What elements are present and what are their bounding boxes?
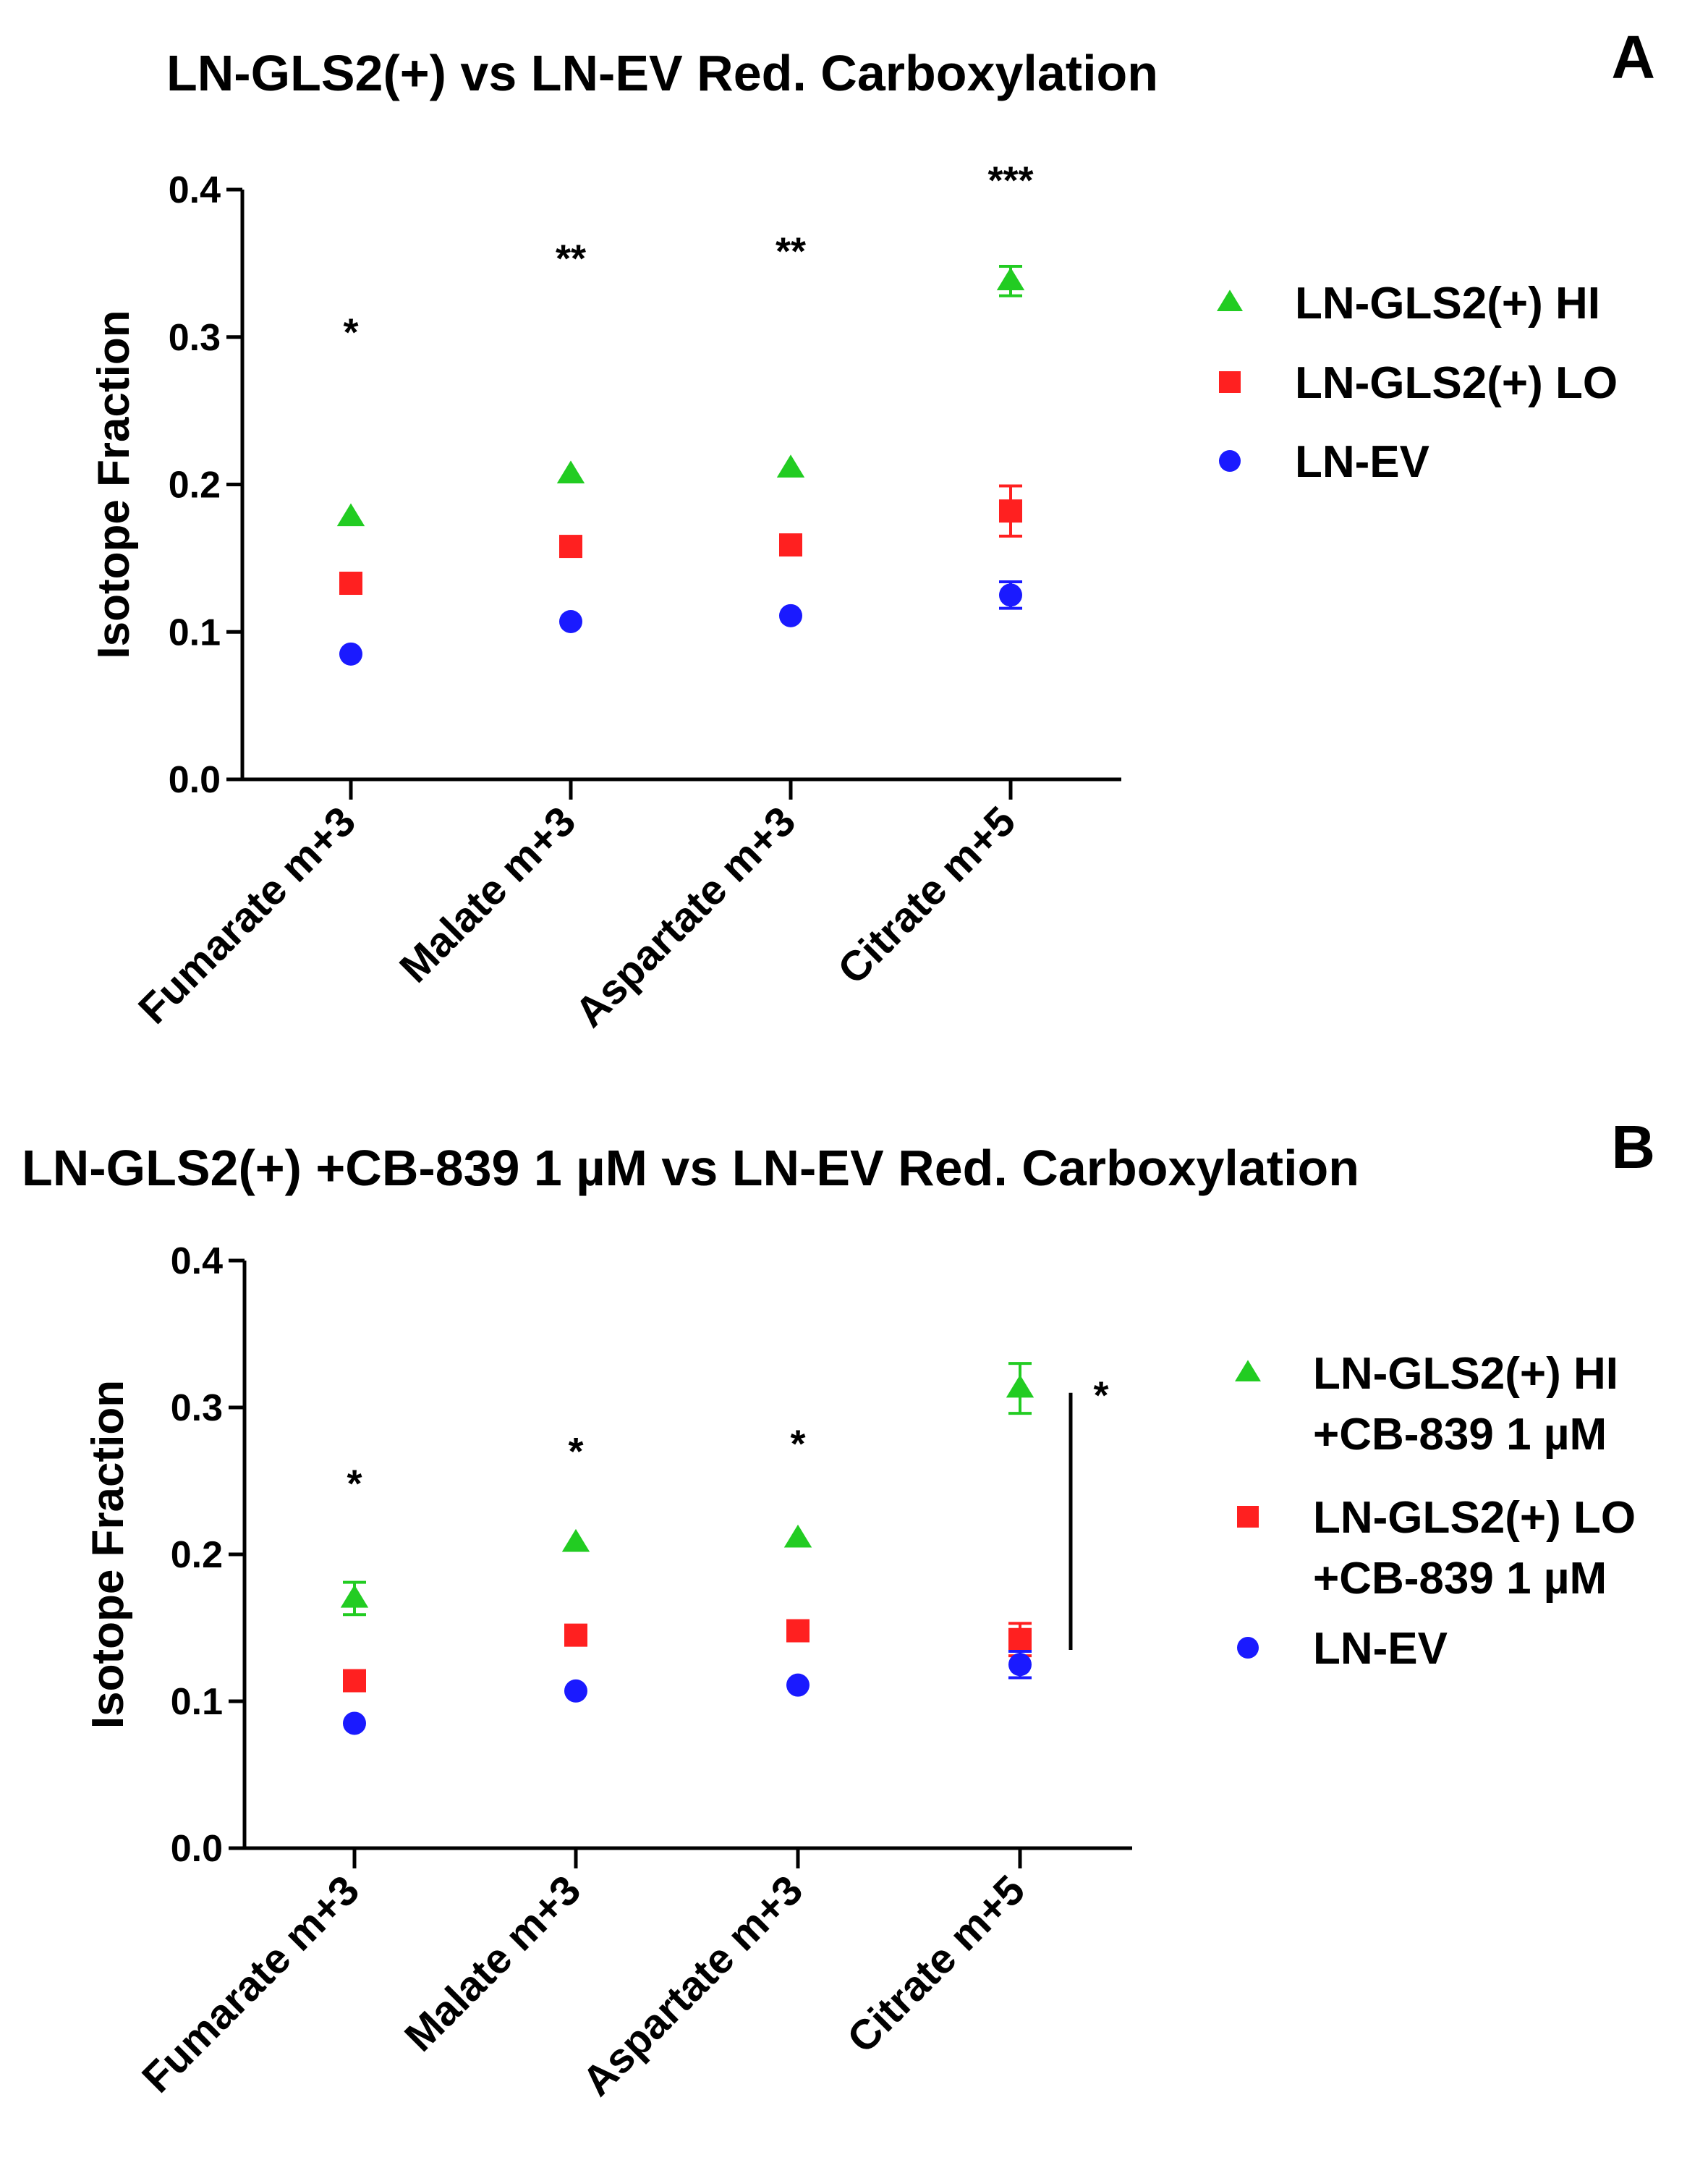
legend-label: LN-GLS2(+) LO — [1295, 358, 1618, 408]
data-point-circle — [339, 642, 362, 666]
category-label: Aspartate m+3 — [573, 1866, 812, 2105]
y-tick-label: 0.1 — [171, 1681, 223, 1723]
legend-label: LN-EV — [1313, 1624, 1448, 1674]
legend-marker-circle — [1219, 450, 1241, 472]
legend-label-line2: +CB-839 1 µM — [1313, 1410, 1607, 1460]
data-point-circle — [564, 1679, 587, 1703]
data-point-triangle — [561, 1528, 590, 1552]
y-tick-label: 0.3 — [169, 317, 221, 359]
panel-b: LN-GLS2(+) +CB-839 1 µM vs LN-EV Red. Ca… — [22, 1113, 1655, 2105]
data-point-circle — [1008, 1653, 1032, 1677]
y-tick-label: 0.3 — [171, 1387, 223, 1429]
panel-label: B — [1611, 1113, 1655, 1181]
significance-mark: * — [343, 311, 358, 355]
legend-label-line2: +CB-839 1 µM — [1313, 1554, 1607, 1604]
legend-label: LN-GLS2(+) HI — [1313, 1349, 1618, 1399]
data-point-square — [786, 1619, 810, 1643]
data-point-triangle — [776, 454, 805, 478]
chart-title: LN-GLS2(+) vs LN-EV Red. Carboxylation — [166, 45, 1158, 101]
y-tick-label: 0.0 — [169, 759, 221, 801]
category-label: Aspartate m+3 — [566, 797, 804, 1036]
significance-mark: ** — [556, 237, 586, 281]
data-point-triangle — [996, 267, 1025, 291]
data-point-circle — [779, 604, 802, 627]
data-point-square — [343, 1669, 366, 1693]
panel-a: LN-GLS2(+) vs LN-EV Red. Carboxylation A I… — [89, 23, 1655, 1036]
y-tick-label: 0.4 — [169, 169, 221, 211]
data-point-circle — [343, 1711, 366, 1735]
category-label: Citrate m+5 — [829, 797, 1024, 993]
y-tick-label: 0.2 — [169, 465, 221, 507]
data-point-triangle — [1006, 1374, 1034, 1398]
data-point-circle — [559, 609, 582, 633]
data-point-triangle — [783, 1524, 812, 1548]
data-point-square — [339, 572, 362, 596]
significance-mark: * — [1093, 1374, 1108, 1418]
data-point-circle — [786, 1673, 810, 1697]
panel-label: A — [1611, 23, 1655, 91]
legend-label: LN-EV — [1295, 437, 1429, 487]
category-label: Malate m+3 — [391, 797, 585, 991]
legend-marker-triangle — [1217, 289, 1243, 311]
data-point-triangle — [340, 1585, 369, 1608]
data-point-square — [564, 1623, 587, 1647]
category-label: Malate m+3 — [396, 1866, 590, 2060]
data-point-square — [779, 533, 802, 557]
legend-marker-circle — [1237, 1637, 1259, 1659]
y-tick-label: 0.1 — [169, 611, 221, 653]
legend-label: LN-GLS2(+) HI — [1295, 279, 1600, 329]
category-label: Citrate m+5 — [838, 1866, 1034, 2062]
data-point-square — [999, 499, 1022, 523]
y-axis-label: Isotope Fraction — [83, 1380, 133, 1729]
data-point-square — [559, 535, 582, 559]
significance-mark: ** — [776, 230, 806, 274]
data-point-circle — [999, 583, 1022, 607]
significance-mark: * — [790, 1423, 805, 1466]
category-label: Fumarate m+3 — [133, 1866, 368, 2101]
data-point-triangle — [336, 503, 365, 527]
legend-marker-triangle — [1235, 1360, 1261, 1381]
y-tick-label: 0.2 — [171, 1534, 223, 1576]
legend-marker-square — [1237, 1506, 1259, 1528]
significance-mark: * — [347, 1462, 362, 1506]
data-point-square — [1008, 1627, 1032, 1651]
category-label: Fumarate m+3 — [129, 797, 365, 1033]
legend-marker-square — [1219, 371, 1241, 393]
y-axis-label: Isotope Fraction — [89, 310, 139, 659]
significance-mark: *** — [987, 159, 1033, 203]
y-tick-label: 0.0 — [171, 1828, 223, 1870]
chart-title: LN-GLS2(+) +CB-839 1 µM vs LN-EV Red. Ca… — [22, 1140, 1359, 1196]
y-tick-label: 0.4 — [171, 1240, 223, 1282]
legend-label: LN-GLS2(+) LO — [1313, 1493, 1636, 1543]
data-point-triangle — [556, 460, 585, 484]
significance-mark: * — [568, 1430, 583, 1473]
